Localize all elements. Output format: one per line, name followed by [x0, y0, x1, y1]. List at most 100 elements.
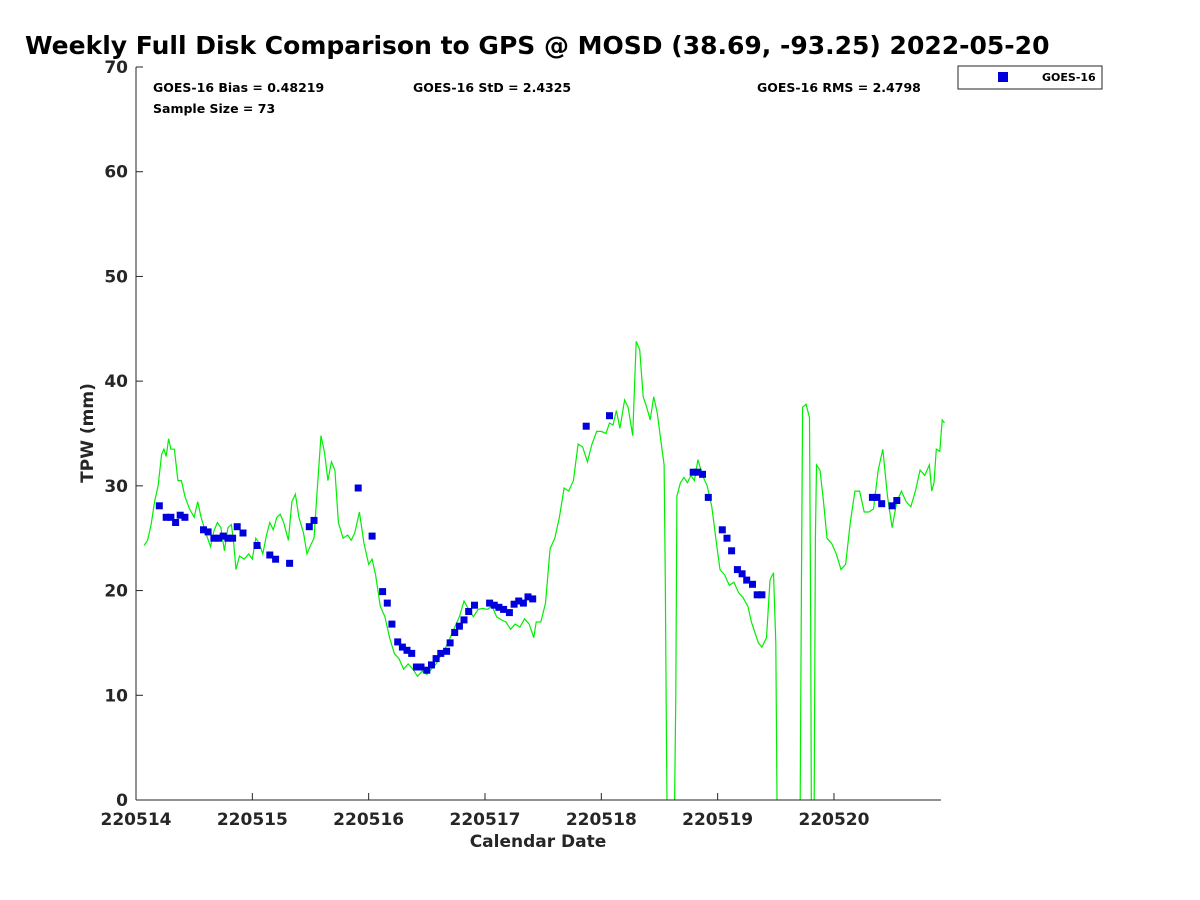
goes16-point [733, 566, 741, 574]
goes16-point [471, 601, 478, 609]
goes16-point [723, 534, 731, 542]
x-tick-label: 220514 [101, 810, 172, 830]
goes16-point [868, 493, 876, 501]
goes16-point [417, 663, 425, 671]
legend-box [957, 65, 1103, 90]
goes16-point [210, 534, 218, 542]
x-tick-label: 220517 [449, 810, 520, 830]
stat-std: GOES-16 StD = 2.4325 [413, 80, 571, 95]
chart-title: Weekly Full Disk Comparison to GPS @ MOS… [25, 31, 1049, 60]
goes16-point [176, 511, 184, 519]
goes16-point [155, 502, 163, 510]
goes16-point [500, 605, 508, 613]
stat-rms: GOES-16 RMS = 2.4798 [757, 80, 921, 95]
goes16-point [505, 609, 513, 617]
goes16-point [167, 513, 175, 521]
x-tick-label: 220515 [217, 810, 288, 830]
goes16-point [893, 497, 901, 504]
gps-line-segment [813, 418, 945, 801]
goes16-point [888, 502, 896, 510]
goes16-point [354, 484, 362, 492]
goes16-point [486, 599, 494, 607]
goes16-point [215, 534, 223, 542]
stat-sample-size: Sample Size = 73 [153, 101, 275, 116]
y-tick-label: 10 [104, 686, 128, 706]
goes16-point [699, 470, 706, 478]
goes16-point [383, 599, 391, 607]
goes16-point [738, 570, 746, 578]
goes16-point [718, 526, 726, 534]
goes16-point [873, 493, 881, 501]
goes16-point [524, 593, 532, 601]
goes16-point [408, 649, 416, 657]
goes16-point [224, 534, 232, 542]
goes16-point [253, 542, 261, 549]
goes16-point [529, 595, 537, 603]
y-tick-label: 40 [104, 372, 128, 392]
goes16-point [490, 601, 498, 609]
goes16-point [582, 422, 590, 430]
goes16-point [428, 661, 435, 669]
plot-area: 0 10 20 30 40 50 60 70 220514 220515 220516 220517 2… [101, 58, 945, 830]
goes16-point [204, 528, 212, 536]
goes16-point [229, 534, 237, 542]
goes16-point [368, 532, 376, 540]
goes16-point [694, 468, 702, 476]
goes16-point [172, 519, 180, 526]
goes16-point [394, 638, 402, 646]
goes16-point [379, 588, 387, 596]
goes16-point [423, 666, 431, 674]
goes16-point [398, 643, 406, 651]
goes16-point [758, 591, 766, 599]
y-tick-label: 70 [104, 58, 128, 78]
x-tick-label: 220518 [566, 810, 637, 830]
goes16-point [455, 622, 463, 630]
goes16-point [515, 597, 523, 605]
goes16-point [272, 555, 280, 563]
goes16-point [495, 603, 503, 611]
goes16-point [200, 526, 207, 534]
goes16-point [233, 523, 241, 531]
goes16-point [704, 493, 712, 501]
y-tick-label: 0 [116, 791, 128, 811]
ticks-layer: 0 10 20 30 40 50 60 70 220514 220515 220516 220517 2… [101, 58, 870, 830]
goes16-point [266, 551, 274, 559]
plot-background [136, 67, 941, 800]
x-tick-label: 220516 [333, 810, 404, 830]
goes16-point [753, 591, 761, 599]
goes16-point [465, 608, 473, 615]
legend-marker-goes16 [998, 72, 1008, 82]
y-axis-label: TPW (mm) [78, 383, 98, 483]
legend-label-goes16: GOES-16 [1042, 71, 1096, 84]
goes16-point [878, 500, 886, 508]
y-tick-label: 30 [104, 477, 128, 497]
goes16-point [310, 516, 318, 524]
goes16-point [162, 513, 170, 521]
goes16-point [510, 600, 518, 608]
goes16-point [519, 599, 527, 607]
gps-line-segment [143, 341, 668, 801]
goes16-point [443, 647, 451, 655]
goes16-point [451, 629, 459, 636]
goes16-point [412, 663, 420, 671]
legend: GOES-16 [957, 65, 1103, 90]
goes16-point [432, 655, 440, 663]
y-tick-label: 60 [104, 163, 128, 183]
y-tick-label: 20 [104, 582, 128, 602]
goes16-point [305, 523, 313, 531]
goes16-point [219, 532, 227, 540]
y-tick-label: 50 [104, 267, 128, 287]
goes16-point [446, 639, 454, 647]
goes16-point [689, 468, 697, 476]
goes16-point [749, 580, 756, 588]
goes16-point [606, 412, 613, 420]
x-tick-label: 220519 [682, 810, 753, 830]
stat-bias: GOES-16 Bias = 0.48219 [153, 80, 324, 95]
x-tick-label: 220520 [798, 810, 869, 830]
goes16-point [403, 646, 411, 654]
goes16-point [286, 559, 294, 567]
gps-line-segment [799, 403, 812, 801]
series-layer [143, 341, 945, 801]
goes16-point [728, 547, 736, 555]
